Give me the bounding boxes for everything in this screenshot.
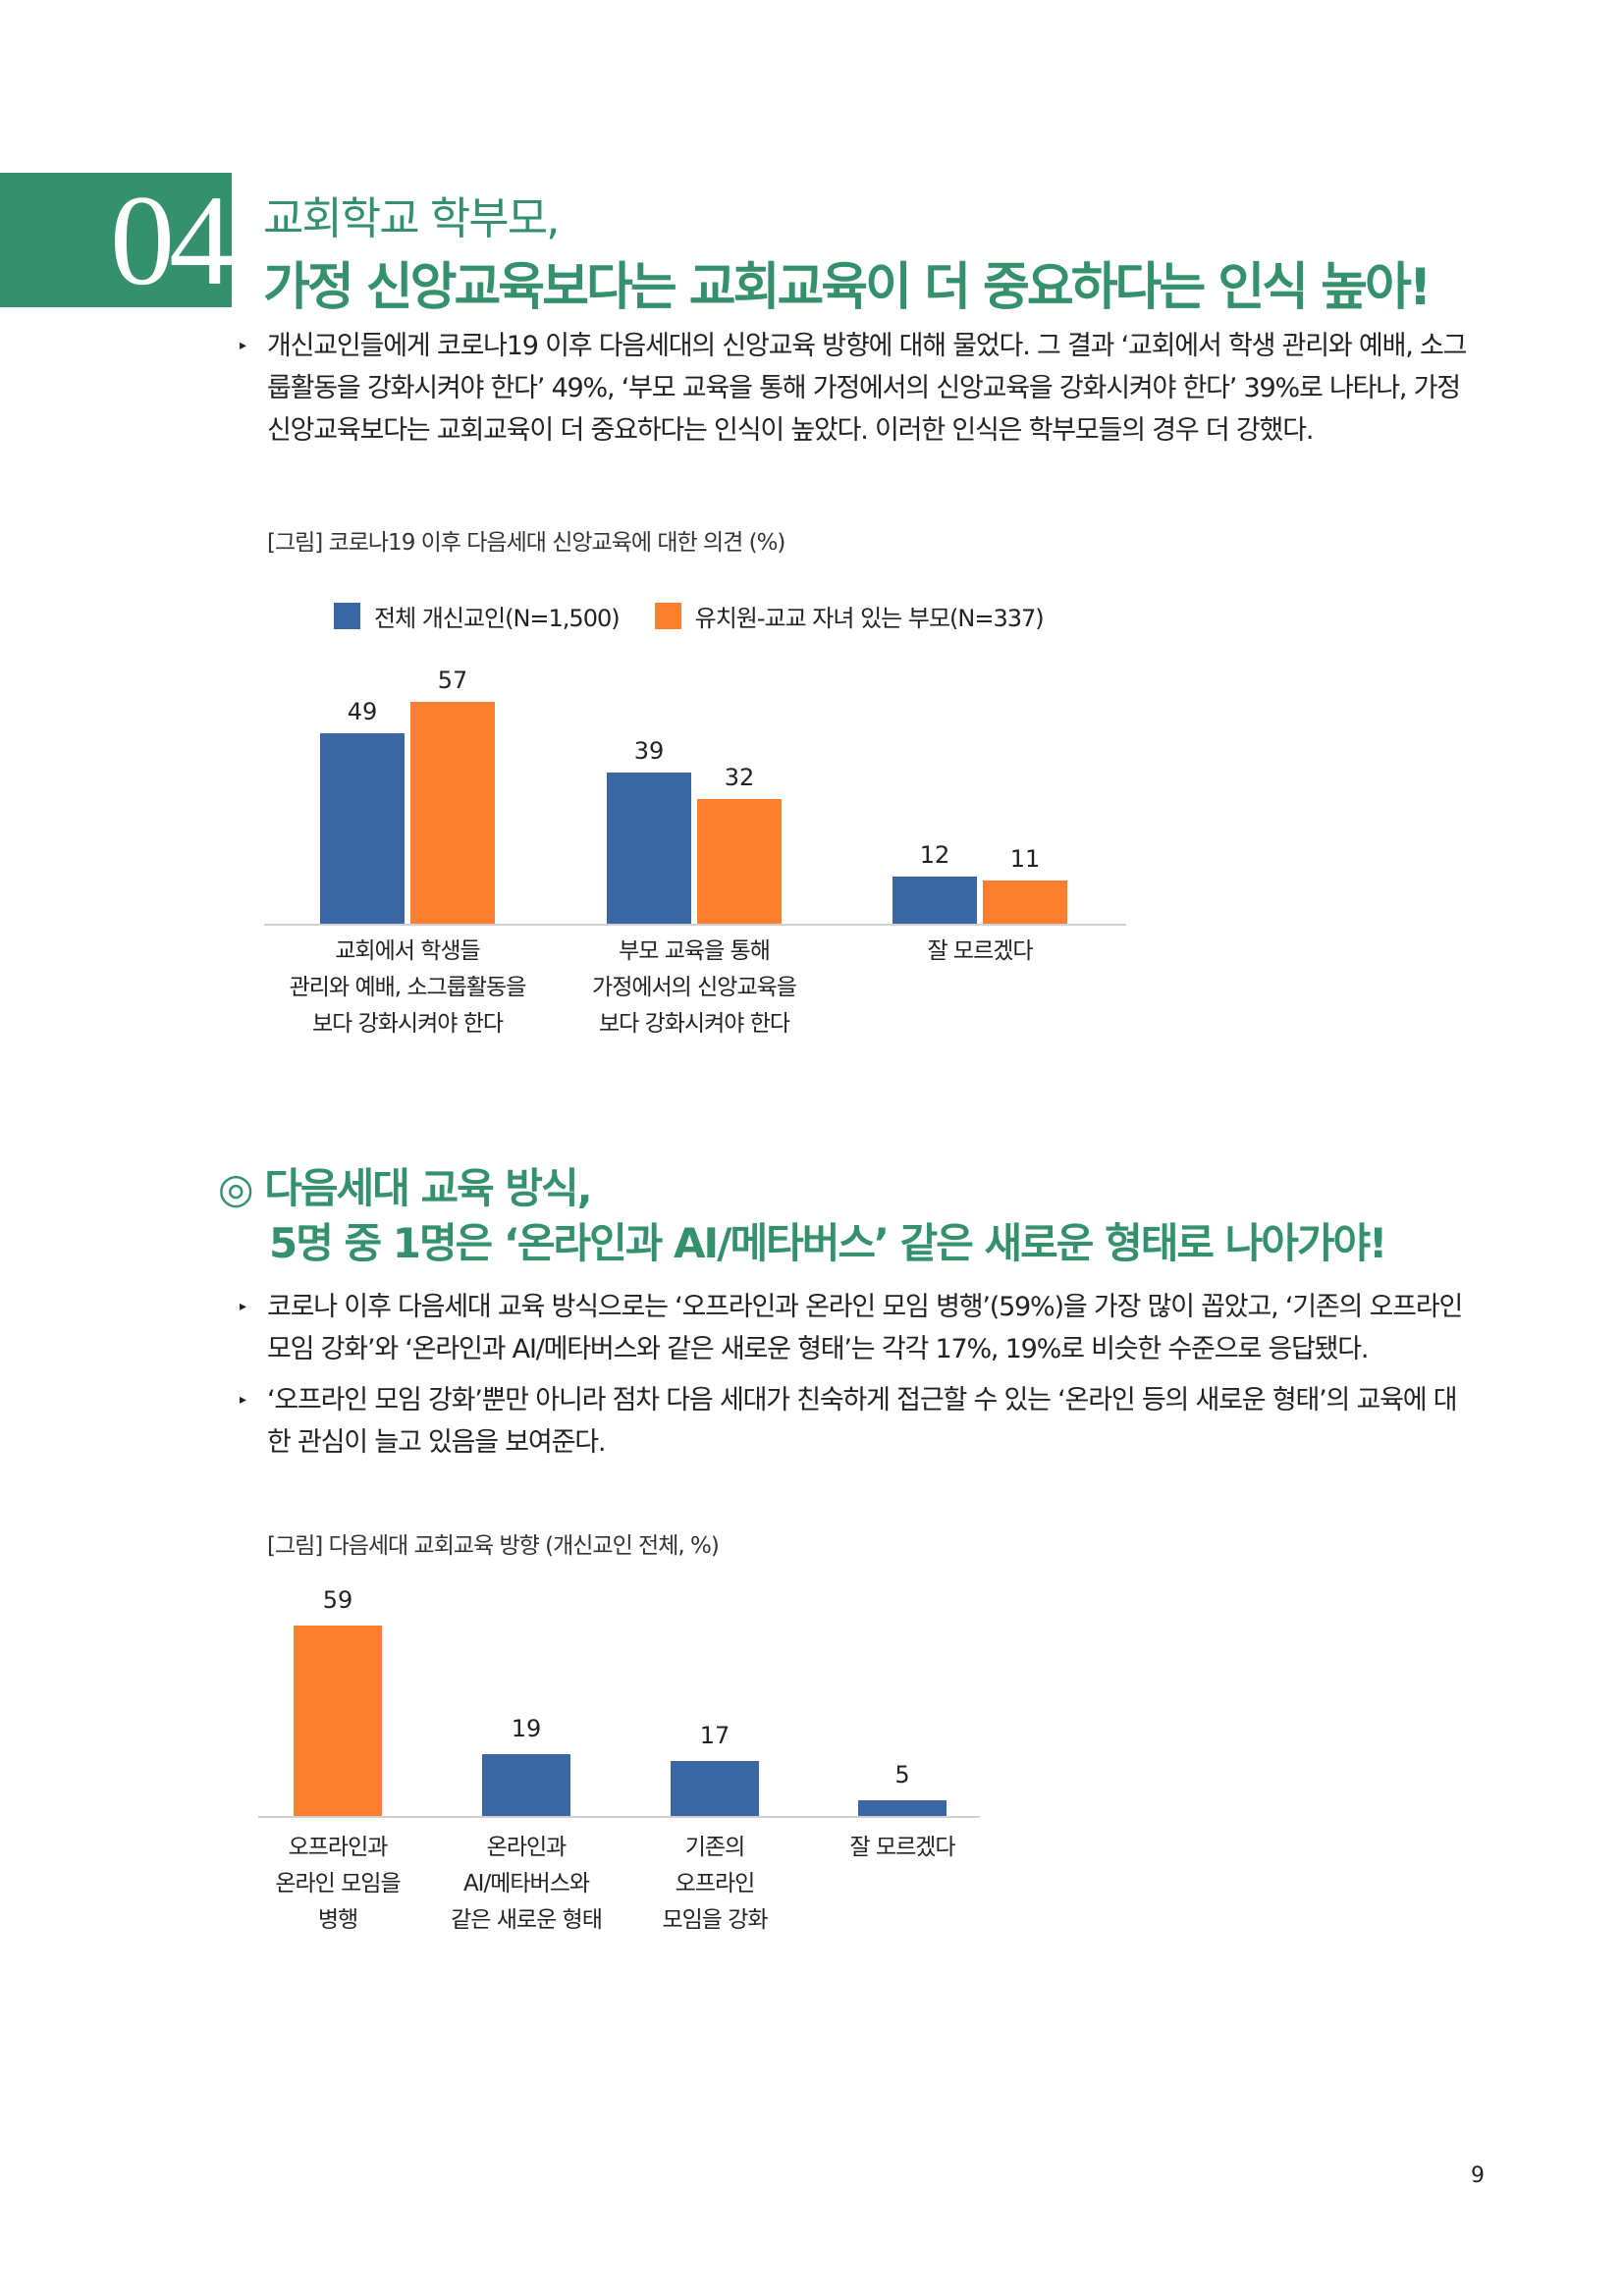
section-number-box: 04 [0,168,234,312]
section-title-line1: 교회학교 학부모, [263,192,560,244]
bullet-item: ▸ 개신교인들에게 코로나19 이후 다음세대의 신앙교육 방향에 대해 물었다… [240,325,1477,452]
bullet-item: ▸ ‘오프라인 모임 강화’뿐만 아니라 점차 다음 세대가 친숙하게 접근할 … [240,1379,1477,1464]
category-label-line: 오프라인 [675,1871,756,1896]
x-axis [264,924,1126,926]
category-label-line: 온라인 모임을 [275,1871,401,1896]
section-title-line2: 가정 신앙교육보다는 교회교육이 더 중요하다는 인식 높아! [263,258,1432,317]
legend-label: 유치원-교교 자녀 있는 부모(N=337) [694,605,1045,632]
category-label-line: 교회에서 학생들 [335,938,480,964]
data-label: 11 [1009,845,1041,874]
bullet-triangle-icon: ▸ [240,338,246,353]
category-label-line: 온라인과 [486,1835,568,1860]
section2-heading: ◎ 다음세대 교육 방식, 5명 중 1명은 ‘온라인과 AI/메타버스’ 같은… [218,1161,1387,1271]
section2-title-line2: 5명 중 1명은 ‘온라인과 AI/메타버스’ 같은 새로운 형태로 나아가야! [269,1219,1387,1267]
bar [858,1799,947,1816]
bar-orange [410,702,495,924]
category-label-line: 잘 모르겠다 [927,938,1033,964]
data-label: 57 [437,667,468,695]
category-label: 잘 모르겠다 [849,1830,955,1866]
category-label-line: 부모 교육을 통해 [619,938,771,964]
category-label: 잘 모르겠다 [927,934,1033,970]
data-label: 32 [724,764,755,792]
figure-caption-2: [그림] 다음세대 교회교육 방향 (개신교인 전체, %) [267,1533,720,1559]
category-label-line: 병행 [317,1907,358,1933]
bar-blue [893,877,977,924]
legend-swatch-blue [334,603,360,629]
bullet-triangle-icon: ▸ [240,1392,246,1408]
category-label-line: 보다 강화시켜야 한다 [311,1011,504,1037]
bar-blue [320,732,405,924]
category-label-line: 같은 새로운 형태 [451,1907,603,1933]
section-number: 04 [110,168,234,312]
x-axis [258,1816,980,1818]
bar-blue [607,772,691,924]
data-label: 5 [894,1760,910,1789]
bar [482,1754,570,1816]
legend-swatch-orange [654,603,681,629]
data-label: 19 [511,1715,542,1743]
legend-label: 전체 개신교인(N=1,500) [374,605,621,632]
data-label: 17 [699,1722,730,1750]
data-label: 39 [633,736,665,765]
bullet-triangle-icon: ▸ [240,1299,246,1314]
bar-orange [697,799,782,924]
figure-caption-1: [그림] 코로나19 이후 다음세대 신앙교육에 대한 의견 (%) [267,530,785,556]
data-label: 12 [919,841,950,870]
bar [294,1625,382,1816]
section1-body: ▸ 개신교인들에게 코로나19 이후 다음세대의 신앙교육 방향에 대해 물었다… [240,325,1477,452]
category-label-line: 모임을 강화 [662,1907,768,1933]
bullet-text: ‘오프라인 모임 강화’뿐만 아니라 점차 다음 세대가 친숙하게 접근할 수 … [267,1385,1458,1458]
page-number: 9 [1471,2163,1485,2188]
category-label-line: 가정에서의 신앙교육을 [592,975,797,1000]
section2-body: ▸ 코로나 이후 다음세대 교육 방식으로는 ‘오프라인과 온라인 모임 병행’… [240,1286,1477,1464]
bar [671,1761,759,1816]
data-label: 49 [347,697,378,725]
bullet-item: ▸ 코로나 이후 다음세대 교육 방식으로는 ‘오프라인과 온라인 모임 병행’… [240,1286,1477,1370]
category-label-line: AI/메타버스와 [462,1871,590,1896]
bullet-text: 개신교인들에게 코로나19 이후 다음세대의 신앙교육 방향에 대해 물었다. … [267,331,1467,446]
category-label-line: 관리와 예배, 소그룹활동을 [289,975,527,1000]
data-label: 59 [322,1585,353,1614]
section2-title-line1: ◎ 다음세대 교육 방식, [218,1164,593,1212]
category-label-line: 잘 모르겠다 [849,1835,955,1860]
category-label-line: 오프라인과 [288,1835,389,1860]
chart1-legend: 전체 개신교인(N=1,500) 유치원-교교 자녀 있는 부모(N=337) [334,599,1045,633]
bullet-text: 코로나 이후 다음세대 교육 방식으로는 ‘오프라인과 온라인 모임 병행’(5… [267,1292,1463,1364]
category-label-line: 기존의 [684,1835,745,1860]
category-label-line: 보다 강화시켜야 한다 [598,1011,790,1037]
bar-orange [983,881,1067,924]
